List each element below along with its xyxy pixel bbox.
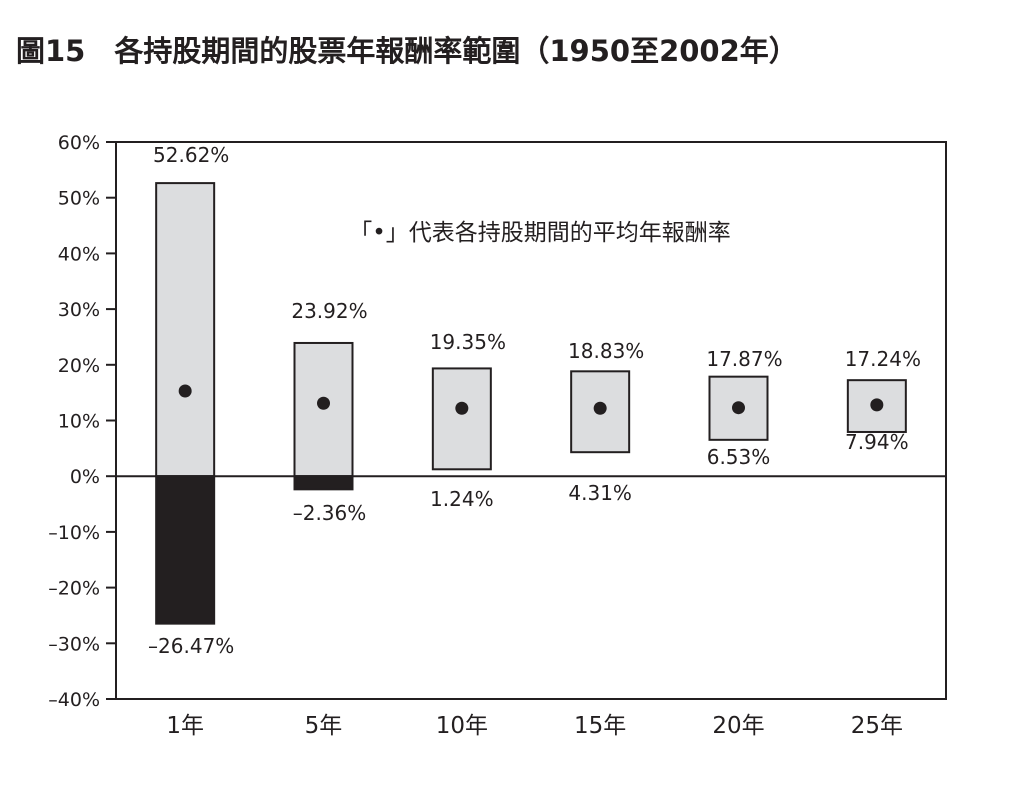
range-bar-negative [293, 475, 354, 491]
range-bar [431, 367, 492, 471]
y-tick-label: 0% [70, 466, 100, 488]
y-tick-label: –20% [48, 578, 100, 600]
mean-dot [593, 401, 607, 415]
chart-title: 圖15 各持股期間的股票年報酬率範圍（1950至2002年） [16, 34, 798, 68]
data-labels: 52.62% –26.47% 23.92% –2.36% 19.35% 1.24% 18.8… [148, 143, 921, 658]
y-tick-label: 20% [58, 355, 100, 377]
mean-dot [317, 396, 330, 410]
x-tick-label: 15年 [574, 713, 626, 739]
min-value-label: 4.31% [568, 481, 632, 505]
plot-frame [115, 141, 947, 700]
max-value-label: 23.92% [291, 299, 367, 323]
mean-dot [732, 401, 745, 415]
x-tick-label: 20年 [712, 713, 764, 739]
x-tick-label: 1年 [166, 713, 204, 739]
y-tick-label: 60% [58, 132, 100, 154]
x-tick-label: 10年 [436, 713, 488, 739]
max-value-label: 18.83% [568, 339, 644, 363]
range-bar-positive [155, 182, 216, 478]
y-axis: 60% 50% 40% 30% 20% 10% 0% –10% –20% –30% –40% [48, 132, 116, 711]
x-tick-label: 5年 [305, 713, 343, 739]
mean-dot [455, 401, 469, 415]
y-tick-label: –30% [48, 633, 100, 655]
min-value-label: –2.36% [293, 501, 367, 525]
max-value-label: 17.24% [845, 347, 921, 371]
max-value-label: 52.62% [153, 143, 229, 167]
mean-note: 「•」代表各持股期間的平均年報酬率 [349, 220, 731, 246]
max-value-label: 17.87% [706, 347, 782, 371]
y-tick-label: 30% [58, 299, 100, 321]
mean-dot [870, 398, 884, 412]
y-tick-label: –40% [48, 689, 100, 711]
mean-dot [178, 384, 192, 398]
y-tick-label: 50% [58, 188, 100, 210]
x-axis: 1年 5年 10年 15年 20年 25年 [166, 713, 903, 739]
max-value-label: 19.35% [430, 330, 506, 354]
x-tick-label: 25年 [851, 713, 903, 739]
range-bars [155, 182, 907, 625]
range-bar-negative [155, 475, 216, 625]
min-value-label: –26.47% [148, 634, 234, 658]
min-value-label: 6.53% [707, 445, 771, 469]
y-tick-label: –10% [48, 522, 100, 544]
min-value-label: 7.94% [845, 430, 909, 454]
y-tick-label: 10% [58, 411, 100, 433]
min-value-label: 1.24% [430, 487, 494, 511]
y-tick-label: 40% [58, 243, 100, 265]
